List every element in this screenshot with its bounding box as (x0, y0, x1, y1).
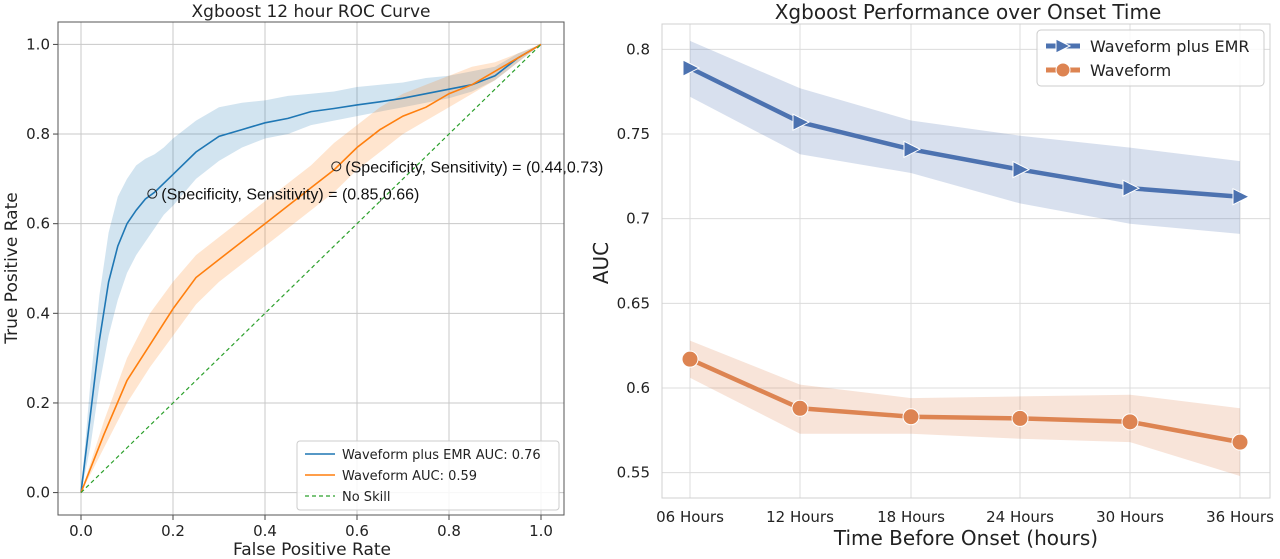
roc-annotation-point (147, 188, 158, 199)
auc-series-markers (681, 59, 1251, 451)
auc-marker-waveform (1121, 413, 1139, 431)
roc-line-waveform (80, 43, 542, 493)
roc-line-noskill (80, 43, 542, 494)
roc-legend-label-waveform: Waveform AUC: 0.59 (342, 469, 477, 484)
roc-line-emr (80, 43, 542, 493)
auc-marker-waveform (1231, 433, 1249, 451)
auc-ytick-label: 0.6 (626, 379, 650, 397)
roc-xlabel: False Positive Rate (233, 540, 391, 559)
auc-marker-emr (682, 59, 701, 77)
auc-xtick-label: 36 Hours (1206, 508, 1274, 526)
auc-tick-labels: 06 Hours 12 Hours 18 Hours 24 Hours 30 Hours… (617, 40, 1274, 526)
auc-marker-waveform (791, 399, 809, 417)
roc-ylabel: True Positive Rate (2, 192, 22, 344)
roc-confidence-bands (81, 44, 541, 493)
auc-xtick-label: 18 Hours (877, 508, 945, 526)
auc-ytick-label: 0.55 (617, 464, 650, 482)
auc-xlabel: Time Before Onset (hours) (833, 526, 1098, 550)
auc-ylabel: AUC (589, 242, 613, 284)
auc-xtick-label: 12 Hours (766, 508, 834, 526)
auc-xtick-label: 24 Hours (986, 508, 1054, 526)
roc-legend-box (296, 440, 560, 511)
auc-plot-frame (661, 23, 1271, 499)
roc-annotation-label: (Specificity, Sensitivity) = (0.85,0.66) (161, 187, 419, 204)
roc-xtick-label: 0.2 (161, 522, 185, 540)
roc-title: Xgboost 12 hour ROC Curve (192, 2, 431, 22)
roc-series-lines (80, 43, 542, 494)
auc-marker-emr (1232, 187, 1251, 206)
auc-legend-box (1036, 29, 1265, 87)
auc-marker-waveform (681, 350, 699, 368)
roc-tick-labels: 0.0 0.2 0.4 0.6 0.8 1.0 0.0 0.2 0.4 0.6 0.8 1.0 (26, 35, 553, 540)
auc-legend-marker-waveform (1055, 62, 1071, 78)
roc-plot-frame (57, 21, 565, 516)
auc-marker-emr (903, 140, 922, 159)
auc-band-waveform (690, 340, 1240, 476)
roc-annotations: (Specificity, Sensitivity) = (0.85,0.66)… (147, 159, 603, 204)
roc-ytick-label: 0.6 (26, 215, 50, 233)
roc-legend: Waveform plus EMR AUC: 0.76 Waveform AUC… (296, 440, 560, 511)
roc-xtick-label: 0.6 (345, 522, 369, 540)
auc-legend: Waveform plus EMR Waveform (1036, 29, 1265, 87)
roc-band-emr (81, 44, 541, 493)
roc-xtick-label: 0.0 (69, 522, 93, 540)
auc-line-waveform (687, 356, 1243, 445)
roc-ytick-label: 0.8 (26, 125, 50, 143)
auc-xtick-label: 06 Hours (656, 508, 724, 526)
roc-legend-label-noskill: No Skill (342, 490, 390, 505)
roc-ytick-label: 0.2 (26, 394, 50, 412)
auc-marker-emr (1012, 160, 1031, 179)
auc-marker-emr (792, 113, 811, 131)
roc-ytick-label: 0.4 (26, 304, 50, 322)
roc-xtick-label: 0.8 (437, 522, 461, 540)
auc-ytick-label: 0.65 (617, 294, 650, 312)
roc-annotation-point (331, 161, 342, 172)
roc-ytick-label: 1.0 (26, 35, 50, 53)
auc-line-emr (687, 65, 1243, 199)
roc-chart: Xgboost 12 hour ROC Curve (Specificity, … (2, 2, 603, 559)
roc-annotation-label: (Specificity, Sensitivity) = (0.44,0.73) (345, 159, 603, 176)
auc-legend-label-waveform: Waveform (1090, 61, 1171, 80)
roc-xtick-label: 0.4 (253, 522, 277, 540)
roc-xtick-label: 1.0 (529, 522, 553, 540)
auc-series-lines (687, 65, 1243, 445)
auc-title: Xgboost Performance over Onset Time (775, 0, 1162, 24)
auc-legend-label-emr: Waveform plus EMR (1090, 37, 1250, 56)
auc-marker-emr (1122, 179, 1141, 198)
auc-ytick-label: 0.8 (626, 40, 650, 58)
auc-legend-marker-emr (1055, 38, 1072, 54)
roc-ytick-label: 0.0 (26, 484, 50, 502)
roc-legend-label-emr: Waveform plus EMR AUC: 0.76 (342, 448, 541, 463)
auc-chart: Xgboost Performance over Onset Time 06 H… (589, 0, 1274, 550)
auc-ytick-label: 0.7 (626, 210, 650, 228)
auc-marker-waveform (902, 408, 920, 426)
auc-xtick-label: 30 Hours (1096, 508, 1164, 526)
auc-ytick-label: 0.75 (617, 125, 650, 143)
auc-marker-waveform (1011, 409, 1029, 427)
